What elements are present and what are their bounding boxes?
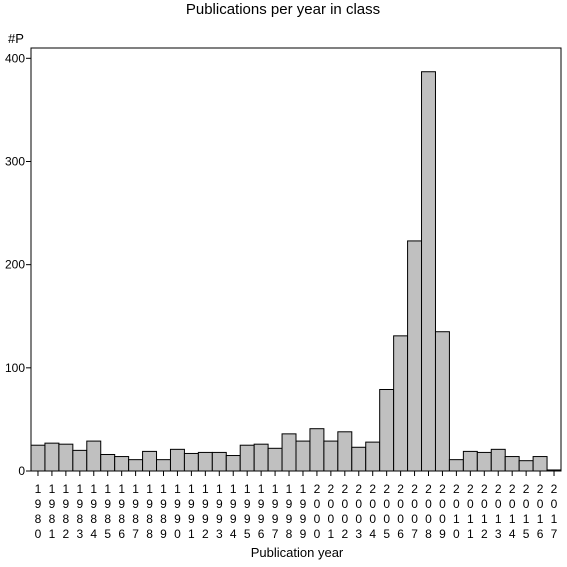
bar-1984 — [86, 440, 102, 472]
y-axis-label: #P — [8, 31, 24, 46]
bar-2014 — [504, 456, 520, 472]
plot-frame — [30, 47, 562, 472]
bar-2015 — [518, 460, 534, 472]
y-tick-label: 200 — [5, 258, 25, 272]
bar-1988 — [142, 450, 158, 472]
bar-1992 — [197, 451, 213, 472]
bar-2001 — [323, 440, 339, 472]
y-axis: 0 100 200 300 400 — [5, 51, 31, 478]
x-axis-label: Publication year — [251, 545, 344, 560]
bar-2005 — [379, 388, 395, 472]
bar-2013 — [490, 448, 506, 472]
bar-1999 — [295, 440, 311, 472]
y-tick-label: 100 — [5, 361, 25, 375]
bar-2002 — [337, 431, 353, 472]
bar-2011 — [462, 450, 478, 472]
bar-2012 — [476, 451, 492, 472]
bar-2016 — [532, 456, 548, 472]
bar-2017 — [546, 469, 562, 472]
bar-1994 — [225, 455, 241, 472]
bar-1991 — [183, 452, 199, 472]
bar-1986 — [114, 456, 130, 472]
bar-2006 — [393, 335, 409, 472]
bar-1996 — [253, 443, 269, 472]
bar-1995 — [239, 444, 255, 472]
bar-1982 — [58, 443, 74, 472]
bar-2000 — [309, 428, 325, 472]
x-axis: 1 9 8 0 1 9 8 1 1 9 8 2 1 9 8 3 1 9 8 4 1 9 8 5 1 9 8 6 1 9 8 7 1 9 8 8 1 9 8 9… — [35, 471, 558, 541]
y-tick-label: 400 — [5, 51, 25, 65]
bar-1987 — [128, 459, 144, 472]
bar-1997 — [267, 447, 283, 472]
bar-2010 — [448, 459, 464, 472]
bar-1989 — [156, 459, 171, 472]
bar-1985 — [100, 453, 116, 472]
y-tick-label: 0 — [18, 464, 25, 478]
bar-1980 — [30, 444, 46, 472]
bar-1998 — [281, 433, 297, 472]
bar-2007 — [407, 240, 423, 472]
bar-1990 — [169, 448, 185, 472]
bars — [30, 71, 562, 472]
bar-1993 — [211, 451, 227, 472]
y-tick-label: 300 — [5, 154, 25, 168]
bar-2003 — [351, 446, 367, 472]
bar-2008 — [421, 71, 436, 472]
chart-title: Publications per year in class — [186, 1, 380, 18]
bar-2004 — [365, 441, 381, 472]
bar-1983 — [72, 449, 88, 472]
bar-1981 — [44, 442, 60, 472]
bar-2009 — [434, 331, 450, 472]
